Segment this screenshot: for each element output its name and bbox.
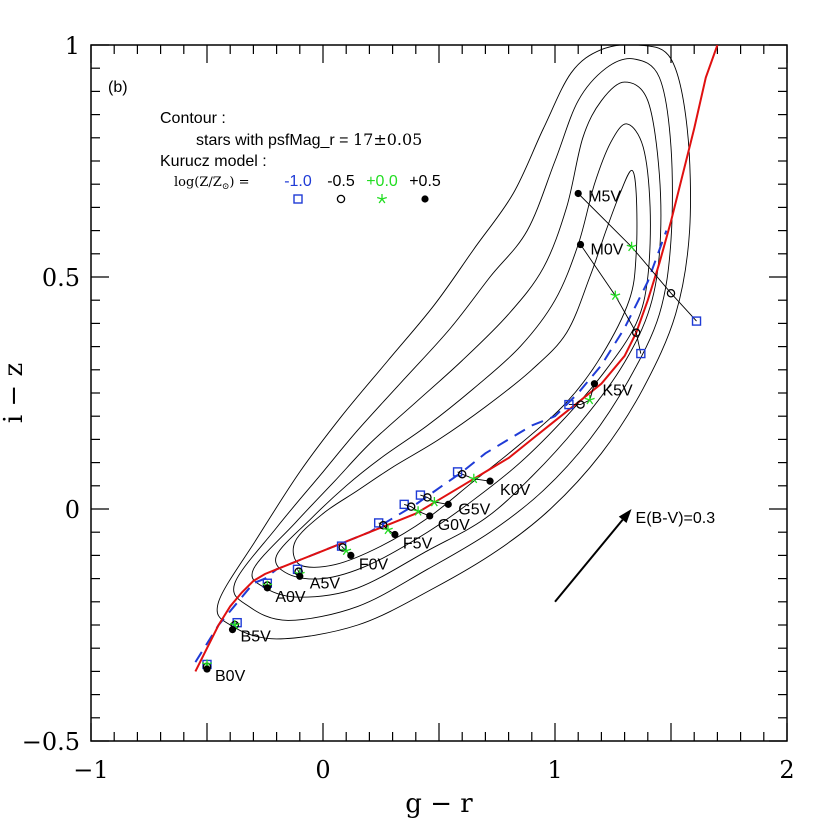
- x-tick-label: 0: [315, 756, 330, 784]
- reddening-vector-arrow: [554, 519, 624, 603]
- spectral-type-label: G0V: [438, 517, 470, 534]
- model-points: [202, 189, 702, 673]
- legend-label: -0.5: [327, 173, 355, 190]
- spectral-type-label: K5V: [602, 383, 633, 400]
- model-point: [263, 584, 271, 592]
- legend-contour-desc-value: 17±0.05: [353, 130, 422, 149]
- y-tick-label: −0.5: [22, 728, 80, 756]
- model-point: [457, 469, 467, 479]
- legend-marker: [336, 194, 346, 204]
- x-tick-label: 1: [547, 756, 562, 784]
- model-point: [232, 617, 242, 628]
- legend-label: +0.5: [409, 173, 441, 190]
- reddening-vector-arrowhead: [618, 509, 632, 523]
- sun-symbol: ⊙: [222, 182, 230, 192]
- legend-label: +0.0: [366, 173, 398, 190]
- model-point: [584, 395, 595, 405]
- model-point: [590, 380, 599, 388]
- contour-line: [216, 45, 691, 640]
- contour-line: [251, 81, 662, 598]
- spectral-type-connector: [457, 471, 491, 482]
- model-curve-blue-dashed: [194, 230, 668, 663]
- spectral-type-label: M0V: [591, 242, 624, 259]
- spectral-type-label: B5V: [241, 629, 272, 646]
- model-curve-red: [194, 45, 719, 672]
- model-point: [576, 240, 585, 249]
- spectral-type-label: A5V: [310, 575, 341, 592]
- model-point: [574, 189, 582, 198]
- model-point: [429, 497, 440, 507]
- model-point: [636, 348, 646, 359]
- spectral-type-label: F5V: [403, 536, 433, 553]
- plot-frame: [90, 44, 788, 742]
- model-point: [406, 502, 416, 511]
- spectral-type-label: F0V: [359, 556, 389, 573]
- legend-marker: [421, 195, 429, 203]
- y-tick-label: 0: [65, 496, 80, 524]
- contours: [216, 45, 691, 640]
- model-point: [426, 512, 434, 520]
- model-point: [691, 316, 702, 326]
- legend-model-title: Kurucz model :: [160, 153, 267, 170]
- contour-line: [292, 169, 638, 568]
- model-point: [626, 241, 637, 252]
- model-point: [452, 467, 463, 477]
- spectral-type-label: B0V: [215, 668, 246, 685]
- contour-line: [233, 58, 673, 621]
- legend-label: -1.0: [284, 173, 312, 190]
- model-point: [666, 288, 676, 298]
- metallicity-suffix: ) =: [229, 175, 249, 190]
- model-point: [373, 518, 384, 528]
- reddening-vector-label: E(B-V)=0.3: [636, 510, 716, 527]
- x-tick-label: −1: [73, 756, 108, 784]
- x-axis-title: g − r: [405, 789, 473, 819]
- model-point: [444, 500, 452, 508]
- model-point: [423, 493, 432, 502]
- model-point: [296, 572, 304, 580]
- model-point: [203, 665, 211, 673]
- spectral-type-label: A0V: [275, 589, 306, 606]
- model-point: [413, 506, 424, 516]
- model-point: [391, 530, 399, 539]
- model-point: [468, 473, 479, 484]
- metallicity-prefix: log(Z/Z: [174, 175, 222, 190]
- model-point: [564, 399, 574, 410]
- y-tick-label: 1: [65, 32, 80, 60]
- legend-contour-desc-prefix: stars with psfMag_r =: [196, 132, 353, 149]
- model-point: [610, 290, 621, 300]
- spectral-type-label: K0V: [500, 482, 531, 499]
- model-point: [229, 620, 240, 630]
- model-point: [347, 551, 355, 560]
- legend-contour-desc: stars with psfMag_r = 17±0.05: [196, 130, 422, 149]
- legend-metallicity-label: log(Z/Z⊙) =: [174, 175, 249, 192]
- spectral-type-connector: [568, 383, 595, 406]
- spectral-type-label: G5V: [458, 501, 490, 518]
- spectral-type-connector: [580, 244, 642, 354]
- y-axis-title: i − z: [0, 363, 29, 423]
- model-curves: [194, 45, 719, 672]
- model-point: [382, 524, 393, 535]
- model-point: [486, 477, 494, 485]
- legend-contour-title: Contour :: [160, 110, 226, 127]
- contour-line: [275, 123, 651, 580]
- legend-entries: -1.0 -0.5 +0.0 +0.5: [284, 173, 441, 204]
- model-point: [341, 545, 352, 556]
- y-tick-label: 0.5: [42, 264, 80, 292]
- spectral-type-connector: [577, 193, 697, 322]
- panel-label: (b): [108, 79, 128, 96]
- legend-marker: [293, 194, 303, 204]
- model-point: [631, 328, 641, 337]
- axis-ticks: [90, 44, 788, 742]
- model-point: [228, 626, 237, 634]
- x-tick-label: 2: [779, 756, 794, 784]
- legend-marker: [377, 194, 387, 204]
- model-point: [576, 400, 585, 409]
- spectral-type-label: M5V: [588, 188, 621, 205]
